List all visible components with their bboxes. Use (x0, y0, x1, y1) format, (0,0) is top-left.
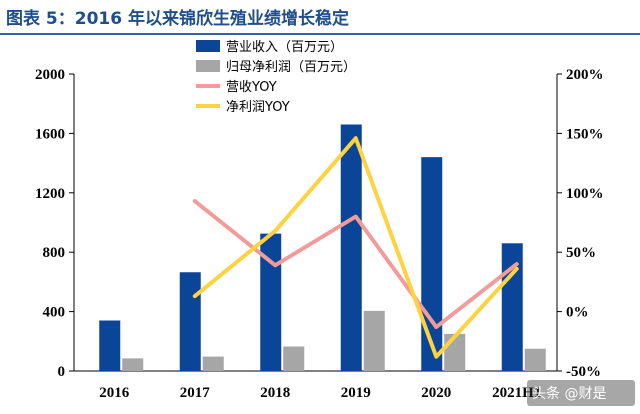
left-tick-label: 400 (43, 305, 66, 321)
watermark-group: 头条 @财是 (527, 380, 635, 406)
legend-label: 营业收入（百万元） (226, 40, 343, 55)
profit-bar (363, 310, 385, 371)
profit-bar (524, 348, 546, 371)
revenue-bar (179, 272, 201, 371)
left-tick-label: 1600 (35, 126, 65, 142)
right-tick-label: 50% (566, 245, 596, 261)
right-tick-label: -50% (566, 364, 601, 380)
x-tick-label: 2017 (180, 385, 211, 401)
chart-lines (192, 136, 519, 359)
x-tick-label: 2016 (99, 385, 130, 401)
profit-bar (283, 346, 305, 371)
legend-swatch-profit-bar (196, 60, 220, 72)
profit-bar (202, 356, 224, 371)
watermark-text: 头条 @财是 (532, 385, 606, 402)
right-tick-label: 0% (566, 305, 589, 321)
revenue-yoy-line (192, 199, 519, 330)
right-tick-label: 100% (566, 186, 604, 202)
x-tick-label: 2021H1 (492, 385, 541, 401)
left-tick-label: 1200 (35, 186, 65, 202)
legend-label: 净利润YOY (226, 100, 290, 115)
title-divider (0, 33, 640, 35)
x-tick-label: 2019 (341, 385, 371, 401)
revenue-bar (501, 243, 523, 371)
left-tick-label: 2000 (35, 67, 65, 83)
profit-bar (122, 358, 144, 371)
chart-bars (99, 124, 546, 372)
profit-yoy-line (192, 136, 519, 359)
x-tick-label: 2018 (260, 385, 290, 401)
legend-swatch-revenue-bar (196, 40, 220, 52)
revenue-bar (99, 320, 121, 371)
legend-label: 营收YOY (226, 80, 277, 95)
revenue-bar (260, 233, 282, 371)
right-tick-label: 150% (566, 126, 604, 142)
chart-legend: 营业收入（百万元） 归母净利润（百万元） 营收YOY 净利润YOY (196, 40, 356, 115)
chart-axes: 0 400 800 1200 1600 2000 -50% 0% 50% 100% 150% 200%… (35, 67, 604, 401)
revenue-bar (421, 157, 443, 371)
revenue-bar (340, 124, 362, 372)
left-tick-label: 0 (58, 364, 66, 380)
x-tick-label: 2020 (421, 385, 451, 401)
right-tick-label: 200% (566, 67, 604, 83)
chart-title: 图表 5：2016 年以来锦欣生殖业绩增长稳定 (6, 9, 349, 29)
legend-label: 归母净利润（百万元） (226, 60, 356, 75)
watermark-bg (527, 380, 635, 406)
left-tick-label: 800 (43, 245, 66, 261)
